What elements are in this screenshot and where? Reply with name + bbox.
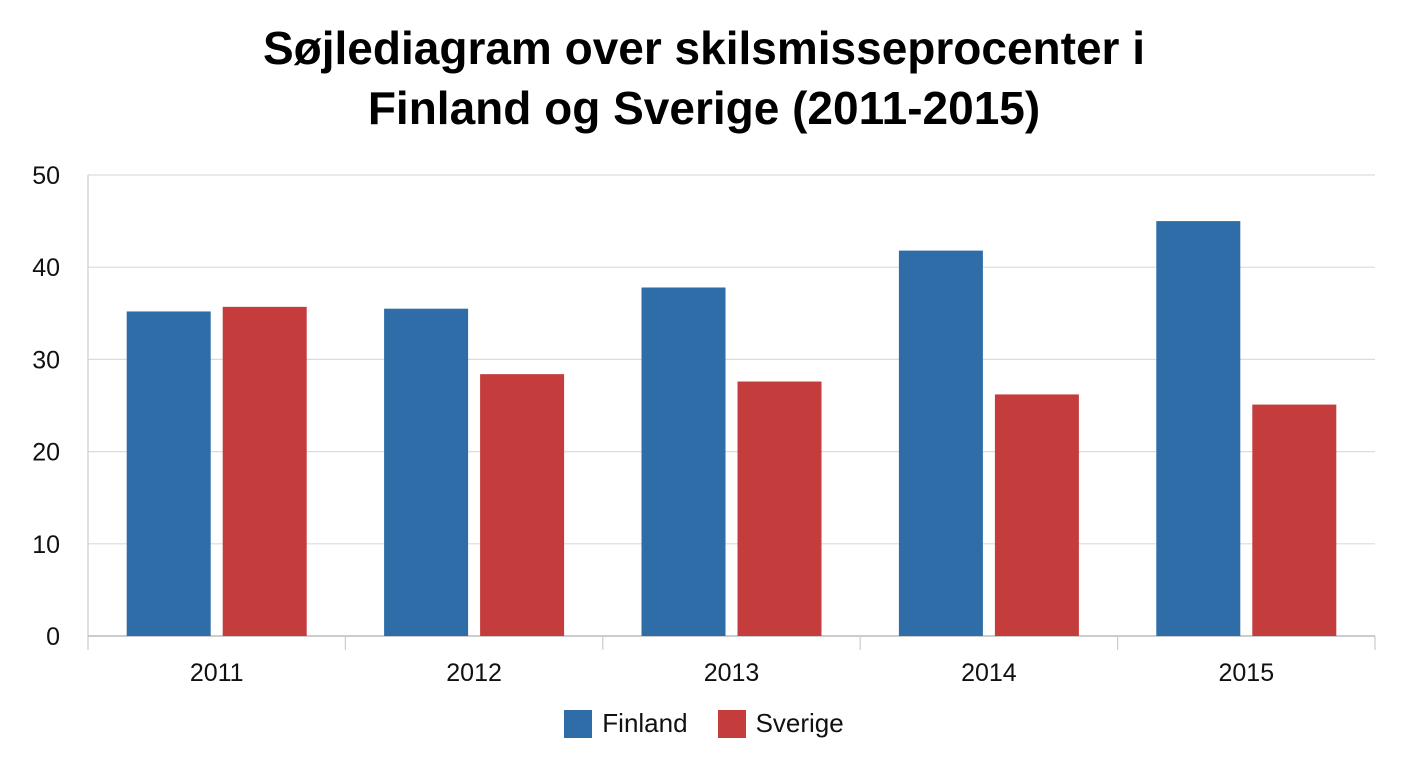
- legend: Finland Sverige: [0, 708, 1408, 739]
- y-tick-label: 30: [32, 346, 60, 374]
- chart-title: Søjlediagram over skilsmisseprocenter i …: [0, 18, 1408, 138]
- bar-sverige-2013[interactable]: [737, 381, 822, 636]
- bar-finland-2011[interactable]: [126, 311, 211, 636]
- bar-finland-2013[interactable]: [641, 287, 726, 636]
- y-tick-label: 10: [32, 531, 60, 559]
- bar-finland-2014[interactable]: [898, 250, 983, 636]
- bar-chart: 0 10 20 30 40 50 2011 2012 2013 2014 2015: [32, 162, 1376, 687]
- x-tick-label: 2011: [190, 659, 244, 687]
- chart-title-line-1: Søjlediagram over skilsmisseprocenter i: [262, 22, 1146, 74]
- legend-swatch-sverige: [717, 709, 746, 738]
- y-tick-label: 20: [32, 439, 60, 467]
- y-tick-label: 0: [46, 623, 60, 651]
- chart-title-line-2: Finland og Sverige (2011-2015): [367, 82, 1041, 134]
- bar-sverige-2014[interactable]: [994, 394, 1079, 636]
- legend-label-sverige: Sverige: [755, 708, 844, 738]
- x-tick-label: 2012: [446, 659, 502, 687]
- axis-labels: 0 10 20 30 40 50 2011 2012 2013 2014 2015: [32, 162, 1274, 687]
- y-tick-label: 50: [32, 162, 60, 190]
- x-tick-label: 2013: [704, 659, 760, 687]
- bar-sverige-2015[interactable]: [1252, 404, 1337, 636]
- bar-finland-2015[interactable]: [1156, 221, 1241, 636]
- legend-item-finland[interactable]: Finland: [564, 708, 688, 739]
- x-tick-label: 2014: [961, 659, 1017, 687]
- bar-sverige-2012[interactable]: [480, 374, 565, 636]
- bar-finland-2012[interactable]: [384, 308, 469, 636]
- y-tick-label: 40: [32, 254, 60, 282]
- bars: [126, 221, 1337, 636]
- x-tick-label: 2015: [1218, 659, 1274, 687]
- legend-item-sverige[interactable]: Sverige: [717, 708, 844, 739]
- legend-label-finland: Finland: [602, 708, 688, 738]
- bar-sverige-2011[interactable]: [222, 306, 307, 636]
- legend-swatch-finland: [564, 709, 593, 738]
